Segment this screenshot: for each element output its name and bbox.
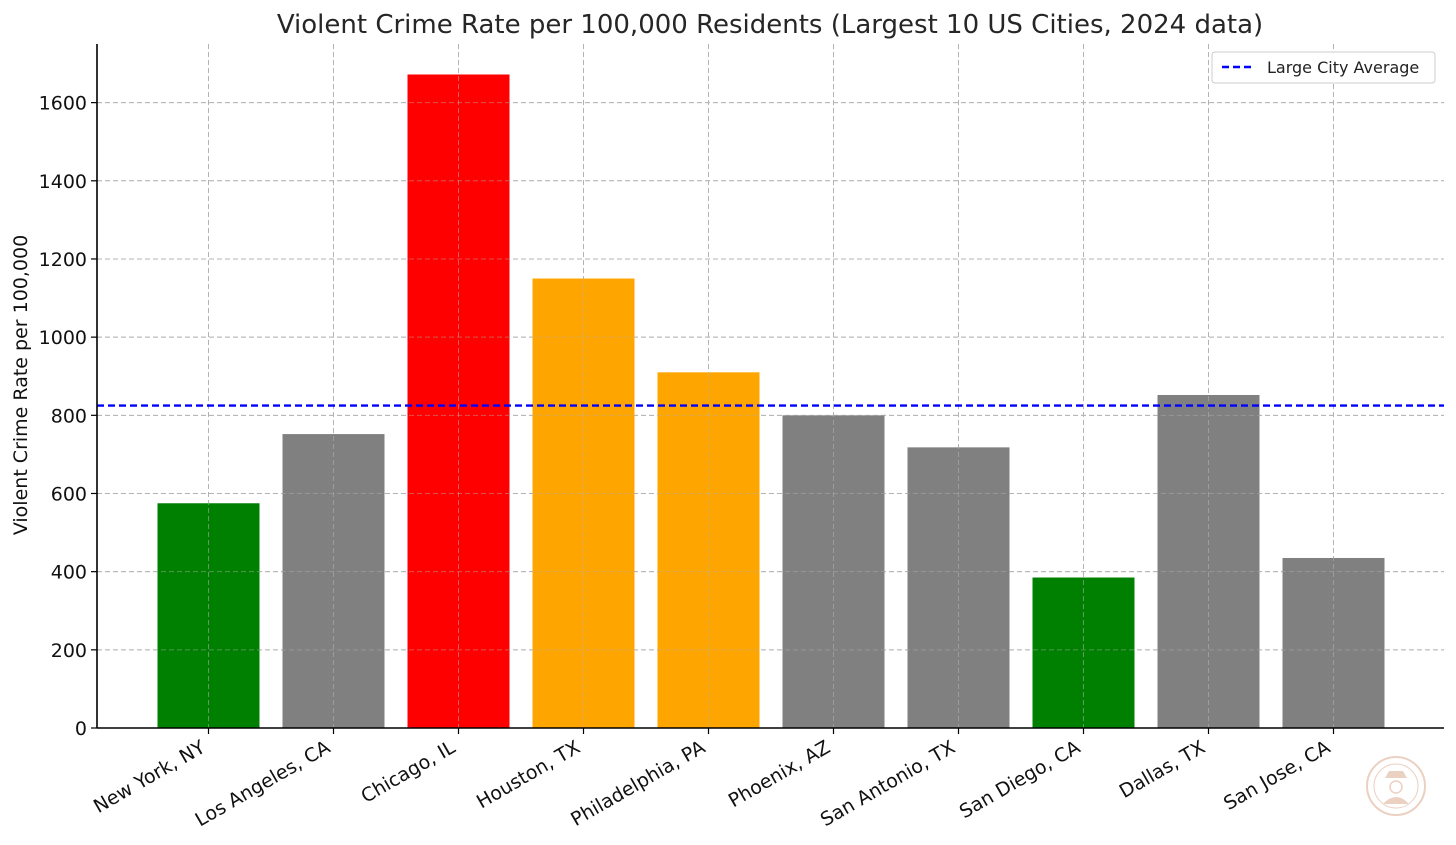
x-tick-label: Phoenix, AZ	[725, 736, 834, 812]
detective-seal-icon	[1366, 756, 1426, 816]
x-tick-label: Chicago, IL	[357, 736, 459, 808]
axes	[91, 44, 1444, 734]
legend: Large City Average	[1211, 51, 1436, 84]
x-tick-label: Dallas, TX	[1116, 736, 1209, 803]
y-tick-label: 800	[51, 405, 87, 427]
y-tick-label: 200	[51, 640, 87, 662]
y-tick-label: 1400	[39, 171, 87, 193]
x-tick-label: Houston, TX	[473, 736, 584, 813]
bars	[97, 44, 1444, 728]
bar	[1282, 557, 1385, 728]
x-tick-label: San Diego, CA	[956, 736, 1084, 823]
x-tick-label: Los Angeles, CA	[192, 736, 334, 831]
y-tick-label: 0	[75, 718, 87, 740]
y-tick-label: 400	[51, 562, 87, 584]
bar	[782, 415, 885, 728]
legend-box	[1211, 51, 1436, 84]
x-tick-label: San Antonio, TX	[817, 736, 959, 831]
y-tick-label: 1200	[39, 249, 87, 271]
y-tick-label: 600	[51, 483, 87, 505]
y-tick-label: 1600	[39, 93, 87, 115]
y-tick-label: 1000	[39, 327, 87, 349]
chart-title: Violent Crime Rate per 100,000 Residents…	[277, 10, 1263, 40]
y-tick-labels: 0 200 400 600 800 1000 1200 1400 1600	[39, 93, 87, 740]
x-tick-label: New York, NY	[90, 736, 210, 818]
y-axis-label: Violent Crime Rate per 100,000	[10, 235, 32, 535]
legend-label-large-city-average: Large City Average	[1267, 58, 1419, 77]
x-tick-label: San Jose, CA	[1220, 736, 1334, 815]
x-tick-label: Philadelphia, PA	[567, 736, 709, 831]
